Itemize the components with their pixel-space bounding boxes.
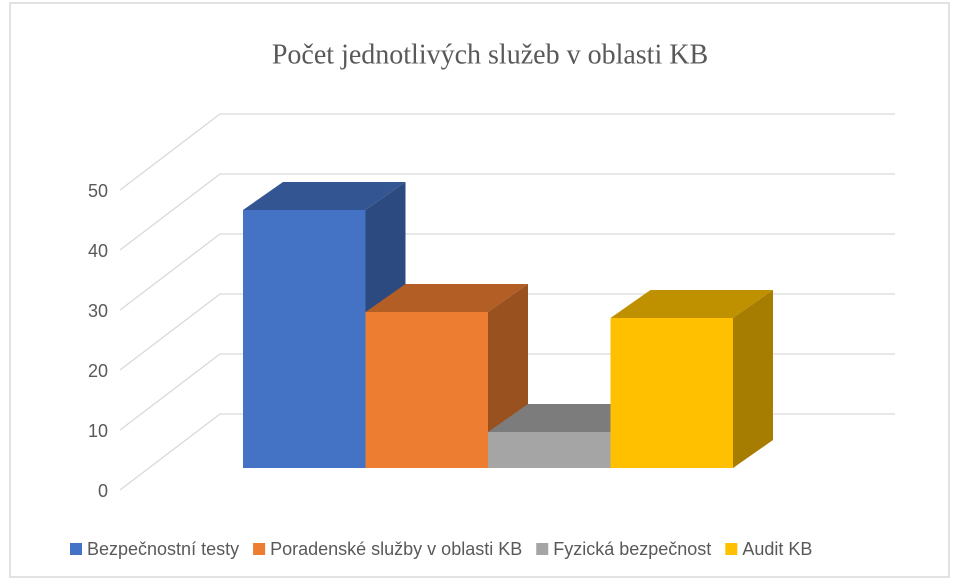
grid-line xyxy=(119,233,895,311)
grid-line xyxy=(119,173,895,251)
chart-title: Počet jednotlivých služeb v oblasti KB xyxy=(272,39,708,70)
legend-swatch xyxy=(536,543,549,555)
bar-front xyxy=(365,312,488,468)
y-tick-label: 20 xyxy=(88,361,108,381)
bar-top xyxy=(365,284,528,312)
legend-swatch xyxy=(725,543,738,555)
legend-label: Bezpečnostní testy xyxy=(87,539,239,559)
bar-top xyxy=(610,290,773,318)
y-tick-label: 40 xyxy=(88,241,108,261)
bar-side xyxy=(733,290,773,468)
legend-swatch xyxy=(253,543,266,555)
grid-line xyxy=(119,113,895,191)
legend-label: Poradenské služby v oblasti KB xyxy=(270,539,522,559)
bar-top xyxy=(243,182,406,210)
legend-label: Fyzická bezpečnost xyxy=(553,539,711,559)
legend-label: Audit KB xyxy=(742,539,812,559)
bar-front xyxy=(488,432,611,468)
bar-top xyxy=(488,404,651,432)
bar-front xyxy=(610,318,733,468)
y-tick-label: 50 xyxy=(88,181,108,201)
legend-swatch xyxy=(70,543,82,555)
y-tick-label: 30 xyxy=(88,301,108,321)
y-tick-label: 0 xyxy=(98,481,108,501)
bar-front xyxy=(243,210,366,468)
y-tick-label: 10 xyxy=(88,421,108,441)
